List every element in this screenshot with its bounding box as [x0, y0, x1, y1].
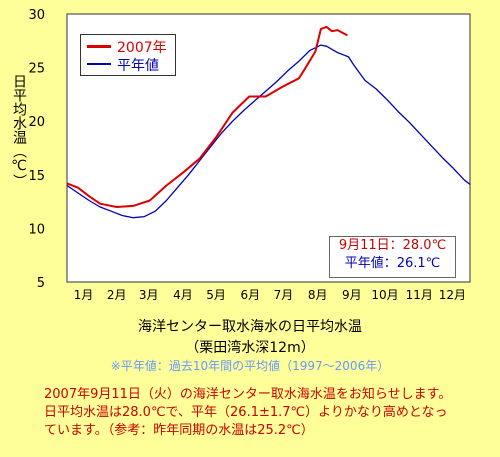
series-lines	[66, 25, 471, 219]
legend-swatch-2007	[87, 45, 111, 48]
x-tick-label: 5月	[206, 288, 226, 300]
normal-temp: 平年値：26.1℃	[344, 256, 441, 271]
x-tick-label: 8月	[308, 288, 328, 300]
x-tick-label: 2月	[107, 288, 127, 300]
x-tick-label: 1月	[74, 288, 94, 300]
announcement-line-1: 2007年9月11日（火）の海洋センター取水海水温をお知らせします。	[44, 387, 452, 402]
y-tick-label: 25	[28, 62, 45, 77]
legend-swatch-normal	[87, 63, 111, 65]
legend: 2007年 平年値	[80, 34, 176, 76]
x-tick-label: 10月	[371, 288, 398, 300]
series-2007-line	[66, 25, 348, 208]
x-tick-label: 9月	[342, 288, 362, 300]
x-tick-label: 12月	[439, 288, 466, 300]
x-tick-label: 3月	[139, 288, 159, 300]
y-tick-label: 10	[28, 222, 45, 237]
legend-item-normal: 平年値	[87, 55, 173, 74]
chart-caption-subtitle: （栗田湾水深12m）	[185, 340, 315, 356]
chart-caption-title: 海洋センター取水海水の日平均水温	[138, 319, 362, 335]
current-date-temp: 9月11日：28.0℃	[338, 238, 447, 253]
y-tick-label: 30	[28, 8, 45, 23]
x-tick-label: 7月	[274, 288, 294, 300]
normal-definition-note: ※平年値：過去10年間の平均値（1997～2006年）	[110, 359, 390, 373]
series-normal-line	[66, 44, 471, 219]
y-tick-label: 15	[28, 169, 45, 184]
x-axis-ticks: 1月 2月 3月 4月 5月 6月 7月 8月 9月 10月 11月 12月	[74, 288, 466, 300]
announcement-line-2: 日平均水温は28.0℃で、平年（26.1±1.7℃）よりかなり高めとなっ	[44, 405, 448, 420]
legend-item-2007: 2007年	[87, 37, 173, 56]
legend-label-2007: 2007年	[117, 40, 167, 56]
y-tick-label: 5	[37, 276, 45, 291]
x-tick-label: 4月	[173, 288, 193, 300]
y-axis-label: 日平均水温（℃）	[11, 74, 27, 188]
announcement-text: 2007年9月11日（火）の海洋センター取水海水温をお知らせします。 日平均水温…	[44, 386, 496, 440]
x-tick-label: 11月	[406, 288, 433, 300]
x-tick-label: 6月	[240, 288, 260, 300]
y-tick-label: 20	[28, 115, 45, 130]
y-axis-ticks: 5 10 15 20 25 30	[28, 8, 45, 291]
announcement-line-3: ています。（参考：昨年同期の水温は25.2℃）	[44, 423, 314, 438]
current-value-box: 9月11日：28.0℃ 平年値：26.1℃	[329, 236, 456, 278]
legend-label-normal: 平年値	[117, 58, 159, 74]
